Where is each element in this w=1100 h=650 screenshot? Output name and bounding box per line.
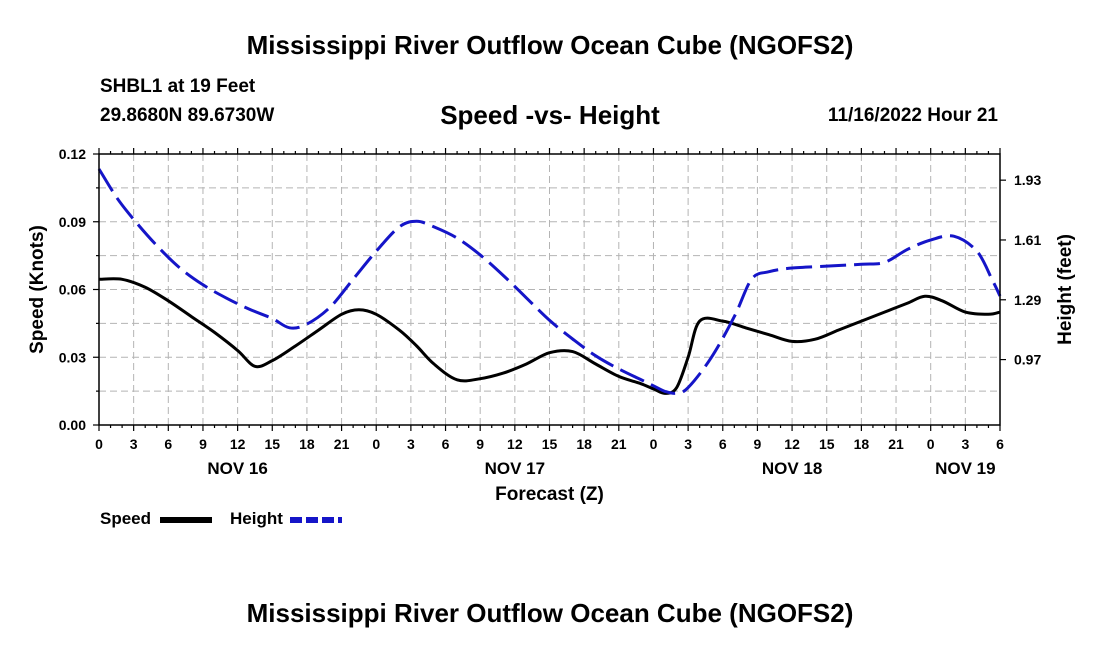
y-axis-title: Speed (Knots) xyxy=(27,225,48,354)
x-tick-label: 18 xyxy=(576,436,592,452)
x-tick-label: 15 xyxy=(819,436,835,452)
x-tick-label: 6 xyxy=(442,436,450,452)
station-label: SHBL1 at 19 Feet xyxy=(100,76,256,97)
x-tick-label: 3 xyxy=(961,436,969,452)
x-tick-label: 0 xyxy=(927,436,935,452)
y-tick-label: 0.06 xyxy=(59,282,86,298)
x-tick-label: 6 xyxy=(719,436,727,452)
x-tick-label: 15 xyxy=(264,436,280,452)
y2-tick-label: 0.97 xyxy=(1014,352,1041,368)
x-tick-label: 21 xyxy=(611,436,627,452)
x-tick-label: 21 xyxy=(334,436,350,452)
speed-series-line xyxy=(98,277,1001,395)
y-tick-label: 0.03 xyxy=(59,349,86,365)
x-tick-label: 6 xyxy=(164,436,172,452)
x-tick-label: 3 xyxy=(407,436,415,452)
chart-subtitle: Speed -vs- Height xyxy=(440,100,660,130)
series-layer xyxy=(97,168,1002,395)
x-date-label: NOV 16 xyxy=(207,459,267,478)
x-tick-label: 6 xyxy=(996,436,1004,452)
coordinates-label: 29.8680N 89.6730W xyxy=(100,105,275,126)
x-tick-label: 21 xyxy=(888,436,904,452)
legend-speed-label: Speed xyxy=(100,509,152,528)
x-tick-label: 0 xyxy=(372,436,380,452)
x-tick-label: 3 xyxy=(130,436,138,452)
axis-layer: 0 3 6 9 12 15 18 21 0 3 6 9 12 15 18 21 0 3 6 9 12 15 18 21 0 3 6N… xyxy=(27,146,1076,505)
x-tick-label: 12 xyxy=(784,436,800,452)
legend-height-label: Height xyxy=(230,509,283,528)
x-axis-title: Forecast (Z) xyxy=(495,484,604,505)
height-series-line xyxy=(97,168,1002,395)
x-tick-label: 15 xyxy=(542,436,558,452)
y-tick-label: 0.12 xyxy=(59,146,86,162)
x-tick-label: 18 xyxy=(854,436,870,452)
forecast-date-label: 11/16/2022 Hour 21 xyxy=(827,105,998,126)
x-tick-label: 9 xyxy=(754,436,762,452)
x-tick-label: 18 xyxy=(299,436,315,452)
x-tick-label: 0 xyxy=(650,436,658,452)
x-date-label: NOV 19 xyxy=(935,459,995,478)
x-tick-label: 9 xyxy=(199,436,207,452)
x-tick-label: 0 xyxy=(95,436,103,452)
grid-layer xyxy=(99,154,1000,425)
x-date-label: NOV 17 xyxy=(485,459,545,478)
y2-tick-label: 1.29 xyxy=(1014,292,1041,308)
y-tick-label: 0.09 xyxy=(59,214,86,230)
footer-title: Mississippi River Outflow Ocean Cube (NG… xyxy=(246,598,854,628)
x-date-label: NOV 18 xyxy=(762,459,822,478)
x-tick-label: 9 xyxy=(476,436,484,452)
main-title: Mississippi River Outflow Ocean Cube (NG… xyxy=(246,30,854,60)
y2-tick-label: 1.93 xyxy=(1014,172,1041,188)
x-tick-label: 3 xyxy=(684,436,692,452)
y-tick-label: 0.00 xyxy=(59,417,86,433)
x-tick-label: 12 xyxy=(507,436,523,452)
y2-tick-label: 1.61 xyxy=(1014,232,1041,248)
y2-axis-title: Height (feet) xyxy=(1055,234,1076,345)
x-tick-label: 12 xyxy=(230,436,246,452)
